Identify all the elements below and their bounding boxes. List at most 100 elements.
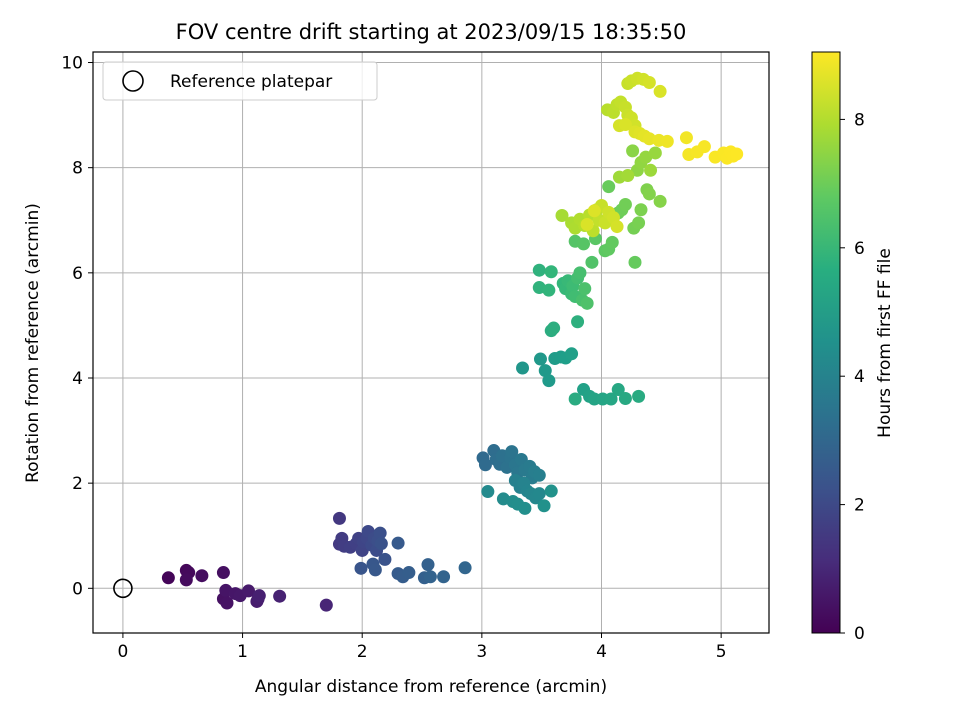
data-point [634,203,648,217]
data-point [537,499,551,513]
data-point [368,563,382,577]
data-point [660,134,674,148]
data-point [195,569,209,583]
data-point [532,487,546,501]
data-point [374,537,388,551]
colorbar-tick-label: 8 [854,110,865,130]
x-tick-label: 1 [237,642,248,662]
data-point [602,180,616,194]
data-point [354,561,368,575]
data-point [642,132,656,146]
data-point [437,570,451,584]
colorbar-gradient [811,51,841,634]
colorbar-tick-label: 4 [854,367,865,387]
data-point [319,598,333,612]
legend-entry: Reference platepar [170,72,332,92]
x-axis-label: Angular distance from reference (arcmin) [255,677,607,697]
data-point [478,458,492,472]
colorbar-ticks: 0 2 4 6 8 [840,110,865,644]
x-tick-label: 0 [117,642,128,662]
data-point [628,255,642,269]
data-point [565,347,579,361]
data-point [516,361,530,375]
colorbar-tick-label: 2 [854,496,865,516]
data-point [216,566,230,580]
y-tick-label: 0 [72,579,83,599]
data-point [587,204,601,218]
data-point [585,255,599,269]
plot-frame [92,51,770,634]
data-point [642,187,656,201]
colorbar: 0 2 4 6 8 Hours from first FF file [811,51,895,644]
data-point [481,485,495,499]
x-tick-label: 4 [596,642,607,662]
y-tick-label: 10 [61,54,83,74]
data-point [578,282,592,296]
data-point [618,391,632,405]
data-point [391,536,405,550]
data-point [577,237,591,251]
data-point [653,84,667,98]
data-point [611,383,625,397]
data-point [332,511,346,525]
data-point [544,484,558,498]
data-point [518,501,532,515]
data-point [532,263,546,277]
x-tick-label: 3 [476,642,487,662]
data-point [555,209,569,223]
data-point [423,570,437,584]
data-point [580,296,594,310]
data-point [220,596,234,610]
data-point [161,571,175,585]
legend: Reference platepar [102,61,378,101]
chart-title: FOV centre drift starting at 2023/09/15 … [176,20,687,44]
data-point [644,163,658,177]
data-point [402,566,416,580]
data-point [571,315,585,329]
reference-marker [113,578,133,599]
data-point [252,589,266,603]
data-point [632,389,646,403]
data-point [179,573,193,587]
data-point [373,526,387,540]
legend-marker [122,70,144,92]
legend-box [102,61,378,101]
colorbar-tick-label: 6 [854,239,865,259]
scatter-points [161,71,744,612]
colorbar-tick-label: 0 [854,624,865,644]
data-point [273,589,287,603]
data-point [610,220,624,234]
data-point [538,364,552,378]
data-point [648,146,662,160]
colorbar-label: Hours from first FF file [875,248,895,438]
y-tick-label: 2 [72,474,83,494]
data-point [621,169,635,183]
data-point [642,75,656,89]
data-point [573,266,587,280]
data-point [618,197,632,211]
y-axis-label: Rotation from reference (arcmin) [23,203,43,483]
y-tick-label: 8 [72,159,83,179]
data-point [533,352,547,366]
data-point [618,118,632,132]
x-tick-label: 5 [716,642,727,662]
data-point [242,584,256,598]
y-tick-label: 6 [72,264,83,284]
data-point [580,217,594,231]
data-point [542,283,556,297]
data-point [532,468,546,482]
data-point [679,131,693,145]
axis-ticks: 0 1 2 3 4 5 0 2 4 6 8 10 [61,54,726,662]
data-point [505,445,519,459]
data-point [544,265,558,279]
data-point [568,392,582,406]
x-tick-label: 2 [357,642,368,662]
data-point [547,321,561,335]
data-point [632,216,646,230]
data-point [626,144,640,158]
data-point [653,194,667,208]
data-point [605,235,619,249]
data-point [542,374,556,388]
y-tick-label: 4 [72,369,83,389]
